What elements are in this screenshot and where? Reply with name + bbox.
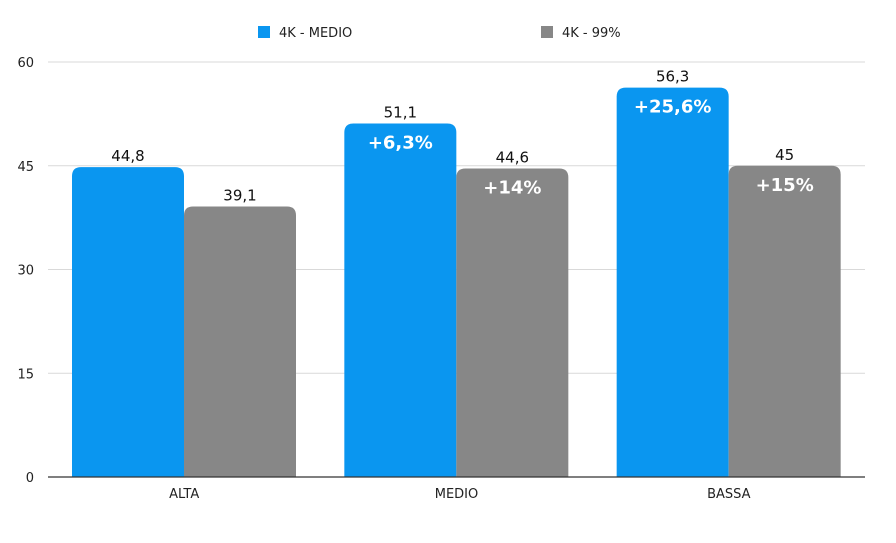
- y-tick-label: 30: [17, 264, 34, 279]
- percent-change-label: +14%: [483, 178, 541, 199]
- legend: 4K - MEDIO 4K - 99%: [258, 26, 621, 41]
- bar-alta-series-1: [72, 167, 184, 477]
- x-tick-label: ALTA: [169, 487, 199, 502]
- data-label: 56,3: [656, 68, 689, 86]
- bar-medio-series-2: [456, 168, 569, 477]
- data-label: 44,6: [496, 149, 529, 167]
- data-label: 44,8: [111, 147, 144, 165]
- bar-medio-series-1: [344, 123, 457, 477]
- bars: [72, 87, 841, 477]
- percent-change-label: +25,6%: [634, 97, 712, 118]
- x-tick-label: MEDIO: [435, 487, 479, 502]
- y-tick-label: 0: [26, 471, 34, 486]
- y-tick-label: 15: [17, 367, 34, 382]
- percent-change-label: +15%: [756, 175, 814, 196]
- x-tick-label: BASSA: [707, 487, 751, 502]
- percent-change-label: +6,3%: [368, 133, 433, 154]
- legend-entry: 4K - 99%: [562, 26, 621, 41]
- bar-bassa-series-1: [616, 87, 729, 477]
- legend-swatch: [541, 26, 553, 38]
- labels: 0 15 30 45 60 44,8 39,1 ALTA 51,1 +6,3% 44,6 +14% ME…: [17, 56, 813, 502]
- legend-entry: 4K - MEDIO: [279, 26, 352, 41]
- y-tick-label: 60: [17, 56, 34, 71]
- data-label: 51,1: [384, 104, 417, 122]
- data-label: 39,1: [223, 187, 256, 205]
- bar-bassa-series-2: [728, 165, 841, 477]
- y-tick-label: 45: [17, 160, 34, 175]
- legend-swatch: [258, 26, 270, 38]
- bar-alta-series-2: [184, 206, 296, 477]
- data-label: 45: [775, 146, 794, 164]
